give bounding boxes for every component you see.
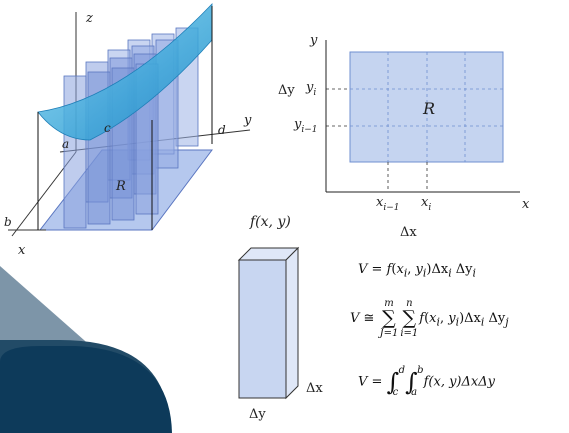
sum-over-j: m ∑ J=1 <box>379 298 399 339</box>
label-y-i: yi <box>305 80 316 98</box>
column-figure: f(x, y) Δx Δy <box>237 214 323 422</box>
integral-over-x: ∫ b a <box>405 365 424 398</box>
decor-navy-circle <box>0 346 172 433</box>
grid-lines <box>350 52 503 162</box>
column-front-face <box>238 259 287 399</box>
label-x-i: xi <box>421 195 431 213</box>
grid-label-R: R <box>422 99 435 118</box>
label-a: a <box>62 137 69 151</box>
grid-label-x: x <box>522 197 530 212</box>
column-side-face <box>285 246 299 400</box>
integral-over-y: ∫ d c <box>386 365 405 398</box>
grid-label-delta-y: Δy <box>278 83 295 98</box>
guide-lines <box>326 88 428 192</box>
label-y-i-minus-1: yi−1 <box>293 117 318 135</box>
column-label-delta-y: Δy <box>249 407 266 422</box>
label-d: d <box>218 123 226 137</box>
label-y: y <box>243 113 252 128</box>
column-label-f: f(x, y) <box>249 214 291 230</box>
label-x-i-minus-1: xi−1 <box>376 195 400 213</box>
formula-riemann-term: V = f(xi, yi)Δxi Δyi <box>358 262 476 280</box>
surface-figure: z y d a c R b x <box>4 3 252 258</box>
column <box>63 75 87 229</box>
grid-label-delta-x: Δx <box>400 225 417 240</box>
label-z: z <box>85 11 93 26</box>
label-x: x <box>18 243 26 258</box>
region-R <box>349 51 504 163</box>
column-label-delta-x: Δx <box>306 381 323 396</box>
formula-double-integral: V = ∫ d c ∫ b a f(x, y)ΔxΔy <box>358 365 495 398</box>
formula-double-sum: V ≅ m ∑ J=1 n ∑ i=1 f(xi, yi)Δxi Δyj <box>350 298 509 339</box>
surface-z-fxy <box>37 3 213 141</box>
label-b: b <box>4 215 12 229</box>
decorative-shapes <box>0 266 172 433</box>
grid-figure: y x R Δy Δx yi yi−1 xi−1 xi <box>278 33 530 240</box>
label-R: R <box>115 179 126 194</box>
label-c: c <box>104 121 111 135</box>
grid-label-y: y <box>309 33 318 48</box>
sum-over-i: n ∑ i=1 <box>400 298 419 339</box>
